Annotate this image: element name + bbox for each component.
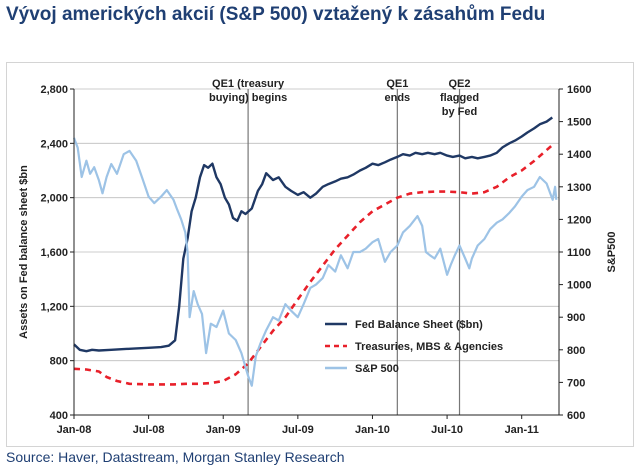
series-line (72, 137, 558, 387)
y-right-tick-label: 1600 (567, 84, 591, 96)
y-left-tick-label: 800 (50, 356, 68, 368)
y-left-tick-label: 1,600 (40, 247, 68, 259)
y-right-tick-label: 1000 (567, 280, 591, 292)
x-tick-label: Jan-11 (505, 424, 539, 436)
y-right-tick-label: 1200 (567, 214, 591, 226)
y-left-tick-label: 2,400 (40, 138, 68, 150)
y-left-tick-label: 1,200 (40, 301, 68, 313)
annotation-label: QE1 (386, 78, 408, 90)
x-tick-label: Jul-10 (431, 424, 463, 436)
line-chart: QE1 (treasury buying) begins QE1 ends QE2 fla… (18, 78, 618, 436)
legend-label: S&P 500 (355, 363, 399, 375)
y-right-tick-label: 900 (567, 312, 585, 324)
x-tick-label: Jul-09 (282, 424, 314, 436)
y-right-tick-label: 600 (567, 410, 585, 422)
y-right-tick-label: 1500 (567, 117, 591, 129)
x-tick-label: Jan-08 (57, 424, 92, 436)
source-note: Source: Haver, Datastream, Morgan Stanle… (6, 449, 345, 465)
series-line (73, 116, 554, 353)
page-title: Vývoj amerických akcií (S&P 500) vztažen… (6, 4, 546, 25)
legend-label: Fed Balance Sheet ($bn) (355, 319, 483, 331)
annotation-label: QE2 (449, 78, 471, 90)
chart-panel: QE1 (treasury buying) begins QE1 ends QE2 fla… (6, 62, 634, 447)
legend: Fed Balance Sheet ($bn) Treasuries, MBS &… (325, 319, 503, 375)
x-tick-label: Jul-08 (133, 424, 165, 436)
annotation-label: flagged (440, 92, 479, 104)
annotation-label: by Fed (442, 106, 477, 118)
annotation-label: QE1 (treasury (212, 78, 285, 90)
y-right-tick-label: 800 (567, 345, 585, 357)
annotation-label: ends (384, 92, 410, 104)
legend-label: Treasuries, MBS & Agencies (355, 341, 503, 353)
grid-layer (74, 88, 559, 362)
x-tick-label: Jan-09 (206, 424, 241, 436)
y-left-tick-label: 2,000 (40, 193, 68, 205)
y-right-tick-label: 1400 (567, 149, 591, 161)
axis-layer: 400 800 1,200 1,600 2,000 2,400 2,800 600 700 800… (18, 84, 618, 436)
x-tick-label: Jan-10 (355, 424, 390, 436)
y-left-tick-label: 400 (50, 410, 68, 422)
series-layer (72, 116, 558, 387)
y-right-tick-label: 700 (567, 377, 585, 389)
y-right-tick-label: 1100 (567, 247, 591, 259)
y-right-tick-label: 1300 (567, 182, 591, 194)
annotation-layer: QE1 (treasury buying) begins QE1 ends QE2 fla… (209, 78, 479, 415)
y-left-axis-title: Assets on Fed balance sheet $bn (18, 165, 30, 339)
y-right-axis-title: S&P500 (606, 232, 618, 273)
annotation-label: buying) begins (209, 92, 287, 104)
y-left-tick-label: 2,800 (40, 84, 68, 96)
